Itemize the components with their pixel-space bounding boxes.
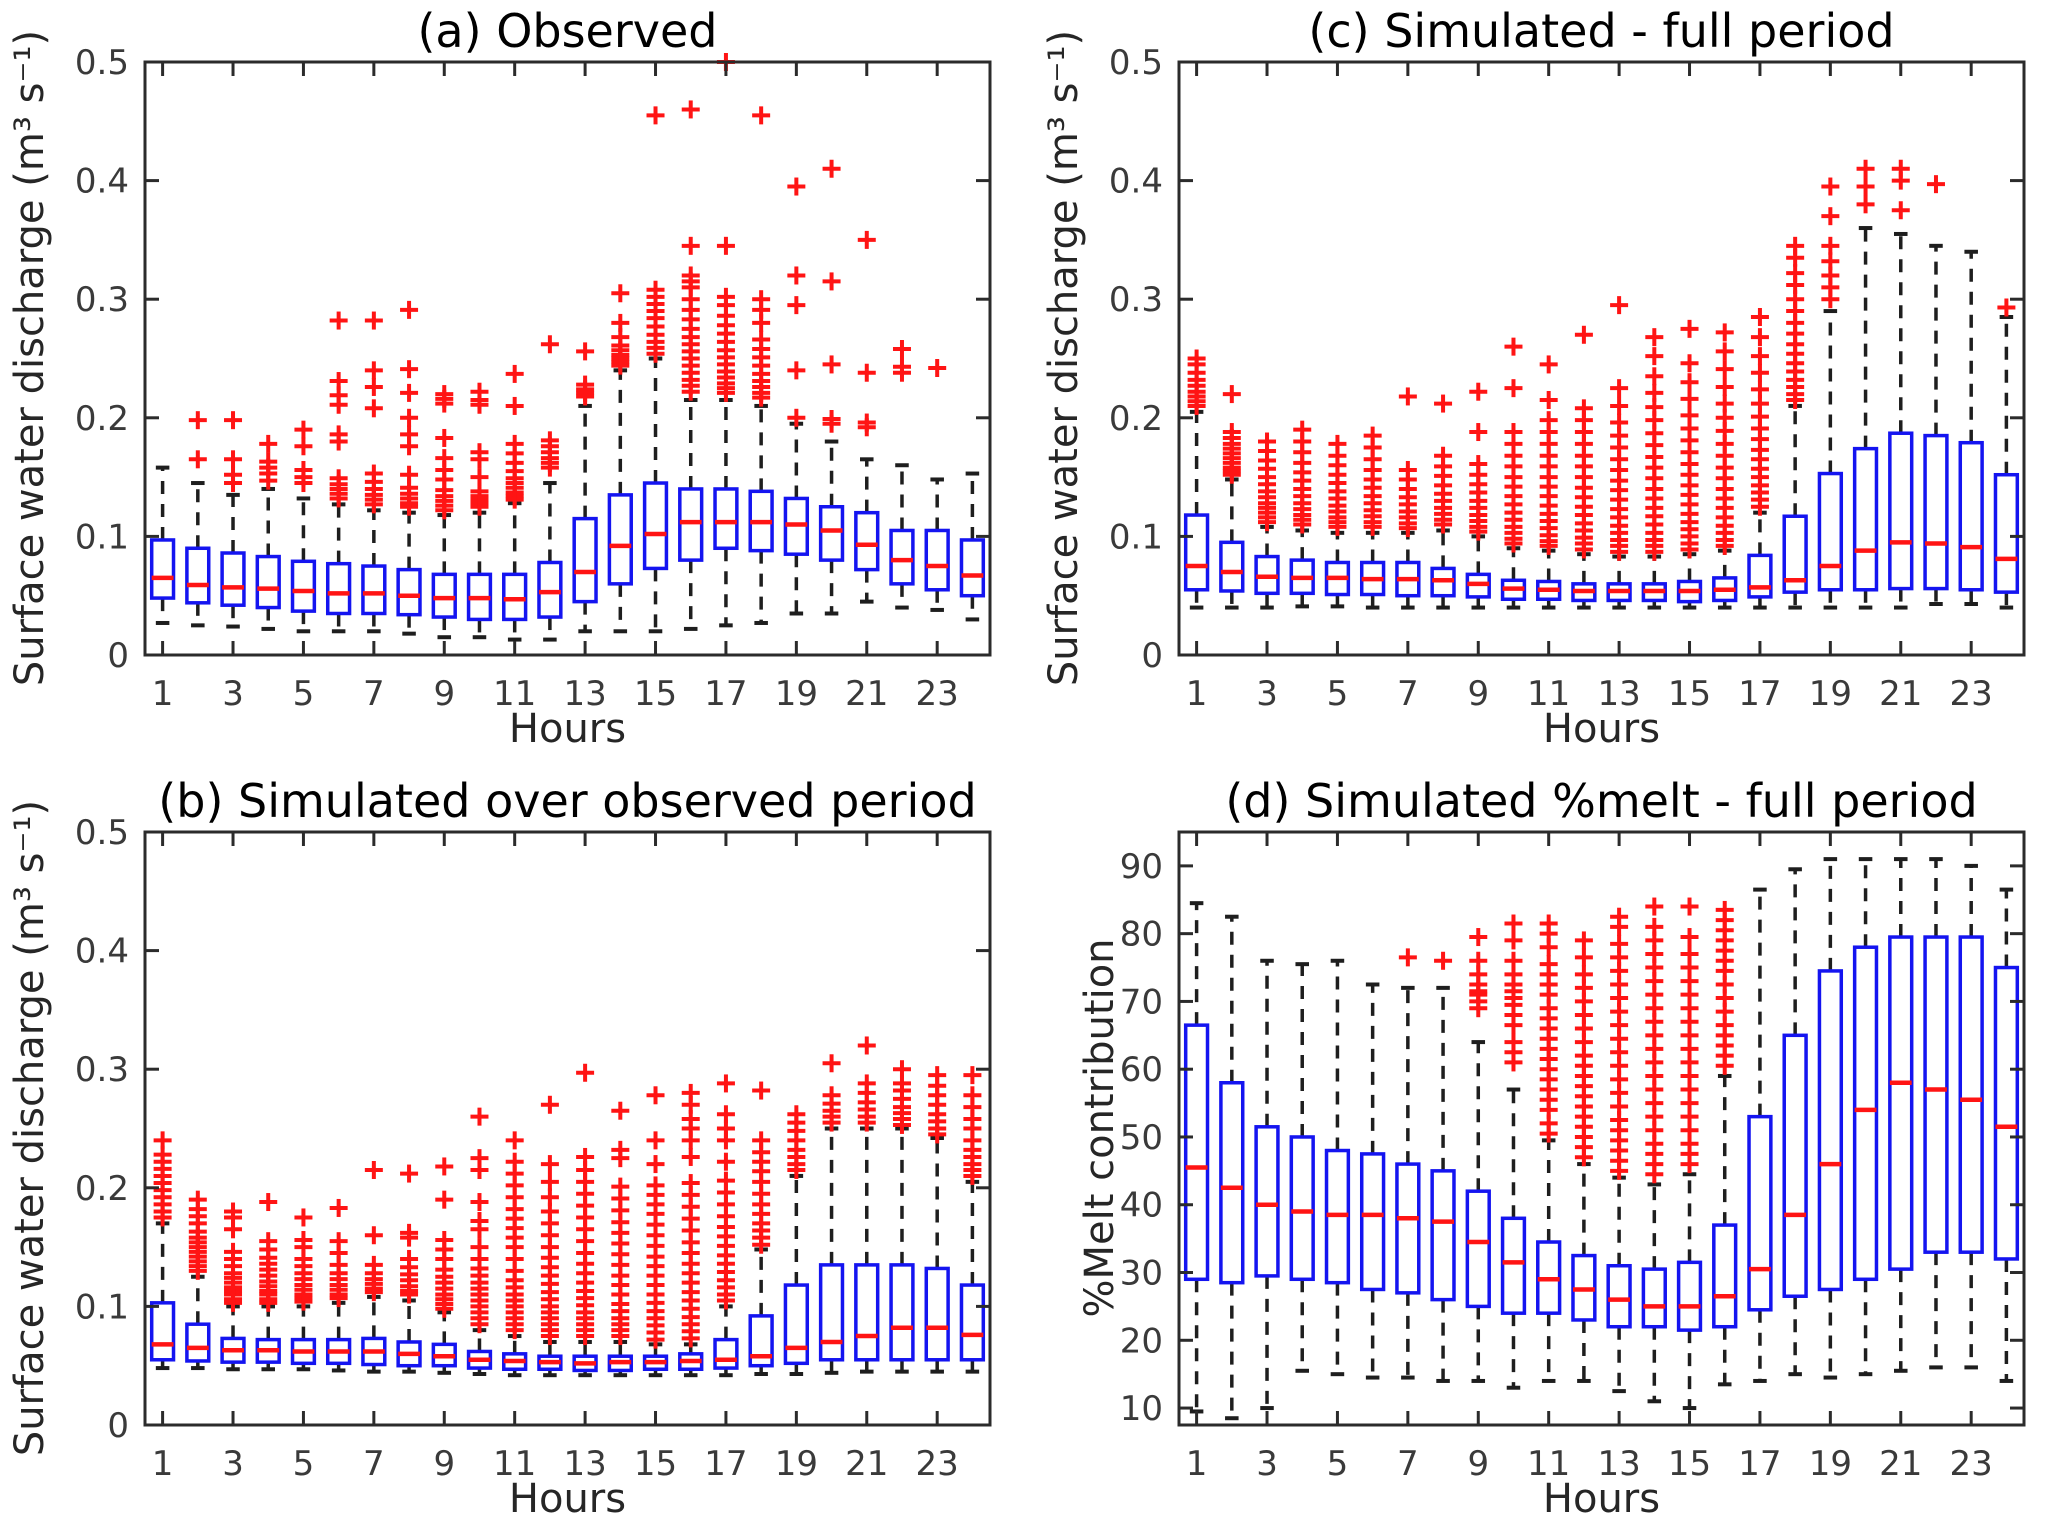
svg-text:0.5: 0.5: [1109, 43, 1163, 83]
svg-text:15: 15: [1668, 1444, 1711, 1484]
svg-text:17: 17: [704, 674, 747, 714]
panel-simulated-observed-period-xlabel: Hours: [508, 1476, 627, 1522]
svg-text:23: 23: [1950, 674, 1993, 714]
svg-text:0.2: 0.2: [75, 1169, 129, 1209]
panel-observed-xlabel: Hours: [508, 706, 627, 752]
svg-text:13: 13: [1597, 1444, 1640, 1484]
svg-text:1: 1: [1186, 1444, 1208, 1484]
panel-simulated-observed-period-title: (b) Simulated over observed period: [158, 774, 977, 828]
svg-text:10: 10: [1120, 1389, 1163, 1429]
svg-text:60: 60: [1120, 1050, 1163, 1090]
panel-observed-title: (a) Observed: [417, 4, 718, 58]
svg-text:0.1: 0.1: [75, 517, 129, 557]
svg-text:0.2: 0.2: [75, 399, 129, 439]
svg-text:0.4: 0.4: [1109, 162, 1163, 202]
svg-text:19: 19: [1809, 674, 1852, 714]
svg-text:21: 21: [1879, 1444, 1922, 1484]
svg-text:0.1: 0.1: [1109, 517, 1163, 557]
svg-text:5: 5: [1327, 674, 1349, 714]
svg-text:9: 9: [1467, 1444, 1489, 1484]
svg-text:7: 7: [1397, 674, 1419, 714]
svg-text:19: 19: [1809, 1444, 1852, 1484]
svg-text:0.5: 0.5: [75, 43, 129, 83]
panel-simulated-percent-melt: 1 3 5 7 9 11 13 15 17 19 21 23 10 20 30 40 50 60 70 80 90 (d…: [1034, 770, 2067, 1540]
svg-text:30: 30: [1120, 1254, 1163, 1294]
svg-text:80: 80: [1120, 915, 1163, 955]
panel-observed-ylabel: Surface water discharge (m³ s⁻¹): [7, 29, 53, 687]
svg-text:1: 1: [152, 1444, 174, 1484]
svg-text:9: 9: [433, 1444, 455, 1484]
svg-text:19: 19: [775, 1444, 818, 1484]
svg-text:0: 0: [107, 636, 129, 676]
svg-text:3: 3: [1256, 1444, 1278, 1484]
svg-text:0.3: 0.3: [75, 1050, 129, 1090]
svg-text:19: 19: [775, 674, 818, 714]
svg-text:17: 17: [1738, 1444, 1781, 1484]
svg-text:0.4: 0.4: [75, 932, 129, 972]
panel-simulated-percent-melt-ylabel: %Melt contribution: [1077, 938, 1123, 1318]
svg-text:0.3: 0.3: [75, 280, 129, 320]
svg-text:23: 23: [916, 1444, 959, 1484]
svg-text:5: 5: [1327, 1444, 1349, 1484]
svg-text:1: 1: [1186, 674, 1208, 714]
svg-text:0.3: 0.3: [1109, 280, 1163, 320]
panel-simulated-observed-period-ylabel: Surface water discharge (m³ s⁻¹): [7, 799, 53, 1457]
svg-text:17: 17: [1738, 674, 1781, 714]
svg-text:13: 13: [563, 674, 606, 714]
svg-text:21: 21: [845, 674, 888, 714]
svg-text:21: 21: [1879, 674, 1922, 714]
svg-text:0.1: 0.1: [75, 1287, 129, 1327]
svg-text:40: 40: [1120, 1186, 1163, 1226]
panel-simulated-percent-melt-xlabel: Hours: [1542, 1476, 1661, 1522]
svg-text:9: 9: [433, 674, 455, 714]
svg-text:9: 9: [1467, 674, 1489, 714]
svg-text:11: 11: [1527, 1444, 1570, 1484]
svg-text:11: 11: [1527, 674, 1570, 714]
svg-text:0.2: 0.2: [1109, 399, 1163, 439]
svg-text:3: 3: [222, 674, 244, 714]
svg-text:1: 1: [152, 674, 174, 714]
svg-text:11: 11: [493, 674, 536, 714]
svg-text:21: 21: [845, 1444, 888, 1484]
svg-text:15: 15: [634, 1444, 677, 1484]
svg-text:15: 15: [1668, 674, 1711, 714]
svg-text:13: 13: [1597, 674, 1640, 714]
svg-text:0: 0: [107, 1406, 129, 1446]
svg-text:70: 70: [1120, 982, 1163, 1022]
svg-text:23: 23: [1950, 1444, 1993, 1484]
svg-text:20: 20: [1120, 1321, 1163, 1361]
svg-text:15: 15: [634, 674, 677, 714]
panel-simulated-full-period: 1 3 5 7 9 11 13 15 17 19 21 23 0 0.1 0.2 0.3 0.4 0.5 (c) …: [1034, 0, 2067, 770]
svg-text:0: 0: [1141, 636, 1163, 676]
svg-text:50: 50: [1120, 1118, 1163, 1158]
svg-text:5: 5: [293, 1444, 315, 1484]
panel-simulated-percent-melt-title: (d) Simulated %melt - full period: [1225, 774, 1978, 828]
svg-text:7: 7: [1397, 1444, 1419, 1484]
svg-text:17: 17: [704, 1444, 747, 1484]
svg-text:0.5: 0.5: [75, 813, 129, 853]
svg-text:5: 5: [293, 674, 315, 714]
svg-text:3: 3: [222, 1444, 244, 1484]
panel-simulated-full-period-title: (c) Simulated - full period: [1308, 4, 1895, 58]
svg-text:0.4: 0.4: [75, 162, 129, 202]
svg-text:7: 7: [363, 674, 385, 714]
panel-simulated-full-period-xlabel: Hours: [1542, 706, 1661, 752]
panel-simulated-observed-period: 1 3 5 7 9 11 13 15 17 19 21 23 0 0.1 0.2 0.3 0.4 0.5 (b) …: [0, 770, 1033, 1540]
svg-text:13: 13: [563, 1444, 606, 1484]
svg-text:11: 11: [493, 1444, 536, 1484]
svg-text:90: 90: [1120, 847, 1163, 887]
panel-simulated-full-period-ylabel: Surface water discharge (m³ s⁻¹): [1041, 29, 1087, 687]
svg-text:3: 3: [1256, 674, 1278, 714]
panel-observed: 1 3 5 7 9 11 13 15 17 19 21 23 0 0.1 0.2 0.3 0.4 0.5 (a) …: [0, 0, 1033, 770]
svg-text:23: 23: [916, 674, 959, 714]
svg-text:7: 7: [363, 1444, 385, 1484]
